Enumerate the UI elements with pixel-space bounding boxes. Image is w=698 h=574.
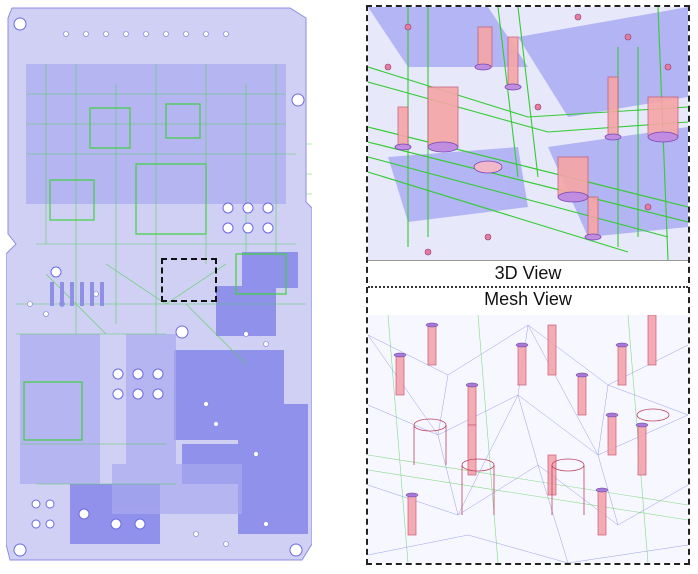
3d-via-pads bbox=[394, 63, 679, 241]
3d-view-caption: 3D View bbox=[494, 263, 562, 283]
pcb-layout-image bbox=[6, 7, 312, 561]
3d-via-barrels bbox=[397, 26, 679, 238]
green-traces bbox=[16, 64, 312, 485]
edge-connector bbox=[50, 282, 104, 306]
zoom-detail-panel: 3D View Mesh View bbox=[366, 5, 690, 565]
3d-small-vias bbox=[384, 13, 672, 256]
zoom-region-box bbox=[161, 258, 217, 302]
mesh-large-vias bbox=[413, 408, 670, 515]
pads-vias bbox=[13, 17, 305, 557]
small-vias bbox=[27, 31, 269, 547]
mesh-view-image bbox=[368, 315, 688, 563]
mesh-view-caption: Mesh View bbox=[484, 289, 572, 309]
mesh-via-caps bbox=[393, 322, 649, 498]
dotted-divider bbox=[368, 286, 688, 288]
mesh-green-traces bbox=[368, 315, 688, 563]
3d-copper-planes bbox=[368, 7, 688, 237]
view-separator-line bbox=[368, 260, 688, 261]
3d-view-image bbox=[368, 7, 688, 260]
